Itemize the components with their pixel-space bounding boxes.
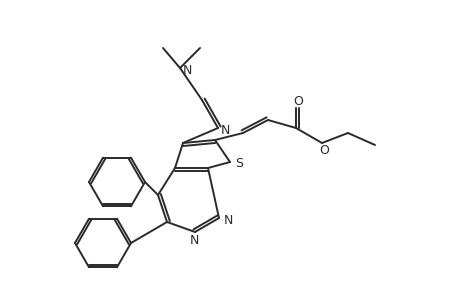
Text: N: N	[182, 64, 191, 76]
Text: O: O	[292, 94, 302, 107]
Text: N: N	[220, 124, 229, 136]
Text: O: O	[319, 143, 328, 157]
Text: N: N	[223, 214, 232, 226]
Text: N: N	[189, 233, 198, 247]
Text: S: S	[235, 157, 242, 169]
